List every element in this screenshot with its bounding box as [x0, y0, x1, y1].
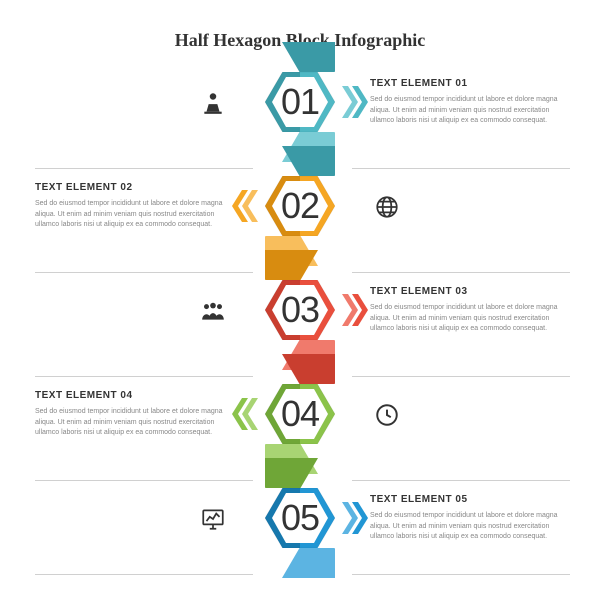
- connector-tail: [265, 354, 335, 384]
- step-number-04: 04: [265, 384, 335, 444]
- step-number-03: 03: [265, 280, 335, 340]
- rule: [352, 272, 570, 273]
- body-02: Sed do eiusmod tempor incididunt ut labo…: [35, 199, 235, 231]
- body-04: Sed do eiusmod tempor incididunt ut labo…: [35, 407, 235, 439]
- chevron-left-icon: [232, 398, 258, 430]
- clock-icon: [374, 402, 400, 428]
- connector-tail: [265, 458, 335, 488]
- rule: [352, 168, 570, 169]
- heading-04: TEXT ELEMENT 04: [35, 390, 235, 401]
- chevron-left-icon: [232, 190, 258, 222]
- people-icon: [200, 298, 226, 324]
- step-number-01: 01: [265, 72, 335, 132]
- chevron-right-icon: [342, 86, 368, 118]
- rule: [352, 574, 570, 575]
- heading-02: TEXT ELEMENT 02: [35, 182, 235, 193]
- rule: [352, 376, 570, 377]
- heading-03: TEXT ELEMENT 03: [370, 286, 570, 297]
- body-01: Sed do eiusmod tempor incididunt ut labo…: [370, 95, 570, 127]
- text-block-02: TEXT ELEMENT 02 Sed do eiusmod tempor in…: [35, 182, 235, 231]
- rule: [352, 480, 570, 481]
- connector-tail: [265, 548, 335, 578]
- heading-01: TEXT ELEMENT 01: [370, 78, 570, 89]
- rule: [35, 168, 253, 169]
- chevron-right-icon: [342, 294, 368, 326]
- step-number-05: 05: [265, 488, 335, 548]
- step-number-02: 02: [265, 176, 335, 236]
- rule: [35, 574, 253, 575]
- heading-05: TEXT ELEMENT 05: [370, 494, 570, 505]
- text-block-05: TEXT ELEMENT 05 Sed do eiusmod tempor in…: [370, 494, 570, 543]
- chart-monitor-icon: [200, 506, 226, 532]
- text-block-01: TEXT ELEMENT 01 Sed do eiusmod tempor in…: [370, 78, 570, 127]
- body-05: Sed do eiusmod tempor incididunt ut labo…: [370, 511, 570, 543]
- globe-icon: [374, 194, 400, 220]
- rule: [35, 272, 253, 273]
- infographic-stage: TEXT ELEMENT 01 Sed do eiusmod tempor in…: [0, 60, 600, 600]
- rule: [35, 480, 253, 481]
- connector-tail: [265, 250, 335, 280]
- body-03: Sed do eiusmod tempor incididunt ut labo…: [370, 303, 570, 335]
- connector-tail: [265, 146, 335, 176]
- rule: [35, 376, 253, 377]
- text-block-04: TEXT ELEMENT 04 Sed do eiusmod tempor in…: [35, 390, 235, 439]
- infographic-row-05: TEXT ELEMENT 05 Sed do eiusmod tempor in…: [0, 476, 600, 580]
- chevron-right-icon: [342, 502, 368, 534]
- text-block-03: TEXT ELEMENT 03 Sed do eiusmod tempor in…: [370, 286, 570, 335]
- person-laptop-icon: [200, 90, 226, 116]
- connector-tail: [265, 42, 335, 72]
